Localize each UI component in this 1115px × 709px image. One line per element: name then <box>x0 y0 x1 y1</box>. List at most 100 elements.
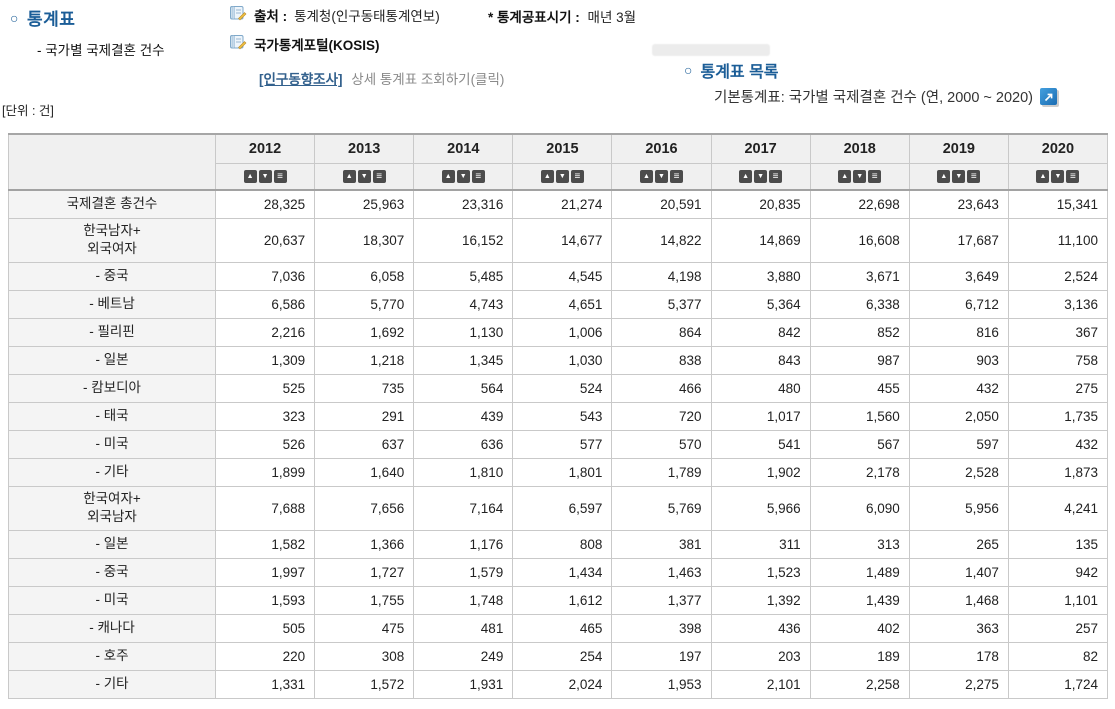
column-menu-icon[interactable]: ≡ <box>570 169 584 183</box>
column-menu-icon[interactable]: ≡ <box>669 169 683 183</box>
column-menu-icon[interactable]: ≡ <box>273 169 287 183</box>
cell-value: 5,966 <box>710 485 811 531</box>
sort-ascending-icon[interactable]: ▲ <box>639 169 653 183</box>
cell-value: 11,100 <box>1007 217 1109 263</box>
cell-value: 2,101 <box>710 669 811 699</box>
cell-value: 1,345 <box>413 345 514 375</box>
sort-descending-icon[interactable]: ▼ <box>258 169 272 183</box>
sort-descending-icon[interactable]: ▼ <box>456 169 470 183</box>
table-list-title-label: 통계표 목록 <box>700 64 779 81</box>
cell-value: 843 <box>710 345 811 375</box>
table-row: 국제결혼 총건수 28,325 25,963 23,316 21,274 20,591 20… <box>8 189 1109 219</box>
cell-value: 852 <box>809 317 910 347</box>
table-row: - 미국 1,593 1,755 1,748 1,612 1,377 1,392 1,439 1… <box>8 585 1109 615</box>
sort-descending-icon[interactable]: ▼ <box>654 169 668 183</box>
cell-value: 17,687 <box>908 217 1009 263</box>
external-link-icon[interactable] <box>1040 88 1057 105</box>
row-label: - 중국 <box>8 261 216 291</box>
cell-value: 4,241 <box>1007 485 1109 531</box>
column-menu-icon[interactable]: ≡ <box>471 169 485 183</box>
cell-value: 2,528 <box>908 457 1009 487</box>
cell-value: 1,468 <box>908 585 1009 615</box>
column-menu-icon[interactable]: ≡ <box>967 169 981 183</box>
cell-value: 5,769 <box>611 485 712 531</box>
cell-value: 20,637 <box>214 217 316 263</box>
cell-value: 1,407 <box>908 557 1009 587</box>
cell-value: 525 <box>214 373 316 403</box>
sort-ascending-icon[interactable]: ▲ <box>1036 169 1050 183</box>
cell-value: 432 <box>908 373 1009 403</box>
sort-descending-icon[interactable]: ▼ <box>853 169 867 183</box>
column-menu-icon[interactable]: ≡ <box>1066 169 1080 183</box>
cell-value: 257 <box>1007 613 1109 643</box>
table-list-entry[interactable]: 기본통계표: 국가별 국제결혼 건수 (연, 2000 ~ 2020) <box>714 86 1057 107</box>
cell-value: 543 <box>512 401 613 431</box>
cell-value: 291 <box>314 401 415 431</box>
cell-value: 4,651 <box>512 289 613 319</box>
sort-ascending-icon[interactable]: ▲ <box>937 169 951 183</box>
sort-descending-icon[interactable]: ▼ <box>754 169 768 183</box>
page-subtitle: - 국가별 국제결혼 건수 <box>37 43 165 58</box>
cell-value: 82 <box>1007 641 1109 671</box>
year-column-header: 2020 <box>1007 133 1109 164</box>
cell-value: 16,608 <box>809 217 910 263</box>
sort-controls-cell: ▲ ▼ ≡ <box>908 162 1009 191</box>
cell-value: 14,677 <box>512 217 613 263</box>
cell-value: 16,152 <box>413 217 514 263</box>
sort-controls-cell: ▲ ▼ ≡ <box>512 162 613 191</box>
sort-ascending-icon[interactable]: ▲ <box>342 169 356 183</box>
cell-value: 398 <box>611 613 712 643</box>
cell-value: 735 <box>314 373 415 403</box>
cell-value: 636 <box>413 429 514 459</box>
year-column-header: 2014 <box>413 133 514 164</box>
page-title-label: 통계표 <box>26 10 76 29</box>
sort-descending-icon[interactable]: ▼ <box>1051 169 1065 183</box>
sort-descending-icon[interactable]: ▼ <box>555 169 569 183</box>
cell-value: 2,524 <box>1007 261 1109 291</box>
cell-value: 2,275 <box>908 669 1009 699</box>
cell-value: 3,649 <box>908 261 1009 291</box>
cell-value: 4,743 <box>413 289 514 319</box>
column-menu-icon[interactable]: ≡ <box>769 169 783 183</box>
sort-descending-icon[interactable]: ▼ <box>952 169 966 183</box>
sort-ascending-icon[interactable]: ▲ <box>243 169 257 183</box>
cell-value: 4,198 <box>611 261 712 291</box>
cell-value: 942 <box>1007 557 1109 587</box>
cell-value: 864 <box>611 317 712 347</box>
row-label: - 미국 <box>8 429 216 459</box>
sort-descending-icon[interactable]: ▼ <box>357 169 371 183</box>
table-row: - 중국 7,036 6,058 5,485 4,545 4,198 3,880 3,671 3… <box>8 261 1109 291</box>
kosis-portal-link[interactable]: 국가통계포털(KOSIS) <box>254 37 380 53</box>
kosis-row: 국가통계포털(KOSIS) <box>229 33 380 54</box>
cell-value: 1,017 <box>710 401 811 431</box>
cell-value: 308 <box>314 641 415 671</box>
cell-value: 808 <box>512 529 613 559</box>
survey-link-row: [인구동향조사] 상세 통계표 조회하기(클릭) <box>259 68 504 88</box>
circle-bullet-icon: ○ <box>684 62 693 78</box>
cell-value: 1,873 <box>1007 457 1109 487</box>
cell-value: 28,325 <box>214 189 316 219</box>
year-column-header: 2012 <box>214 133 316 164</box>
sort-ascending-icon[interactable]: ▲ <box>739 169 753 183</box>
cell-value: 203 <box>710 641 811 671</box>
cell-value: 1,030 <box>512 345 613 375</box>
cell-value: 1,006 <box>512 317 613 347</box>
cell-value: 2,178 <box>809 457 910 487</box>
sort-ascending-icon[interactable]: ▲ <box>441 169 455 183</box>
sort-controls-cell: ▲ ▼ ≡ <box>1007 162 1109 191</box>
row-label: 한국여자+ 외국남자 <box>8 485 216 531</box>
sort-controls-cell: ▲ ▼ ≡ <box>214 162 316 191</box>
cell-value: 1,755 <box>314 585 415 615</box>
row-label: - 중국 <box>8 557 216 587</box>
column-menu-icon[interactable]: ≡ <box>372 169 386 183</box>
sort-ascending-icon[interactable]: ▲ <box>540 169 554 183</box>
cell-value: 2,050 <box>908 401 1009 431</box>
sort-ascending-icon[interactable]: ▲ <box>838 169 852 183</box>
table-row: - 베트남 6,586 5,770 4,743 4,651 5,377 5,364 6,338… <box>8 289 1109 319</box>
source-row: 출처 : 통계청(인구동태통계연보) <box>229 4 440 25</box>
population-survey-link[interactable]: [인구동향조사] <box>259 72 343 87</box>
cell-value: 197 <box>611 641 712 671</box>
column-menu-icon[interactable]: ≡ <box>868 169 882 183</box>
cell-value: 23,643 <box>908 189 1009 219</box>
cell-value: 455 <box>809 373 910 403</box>
